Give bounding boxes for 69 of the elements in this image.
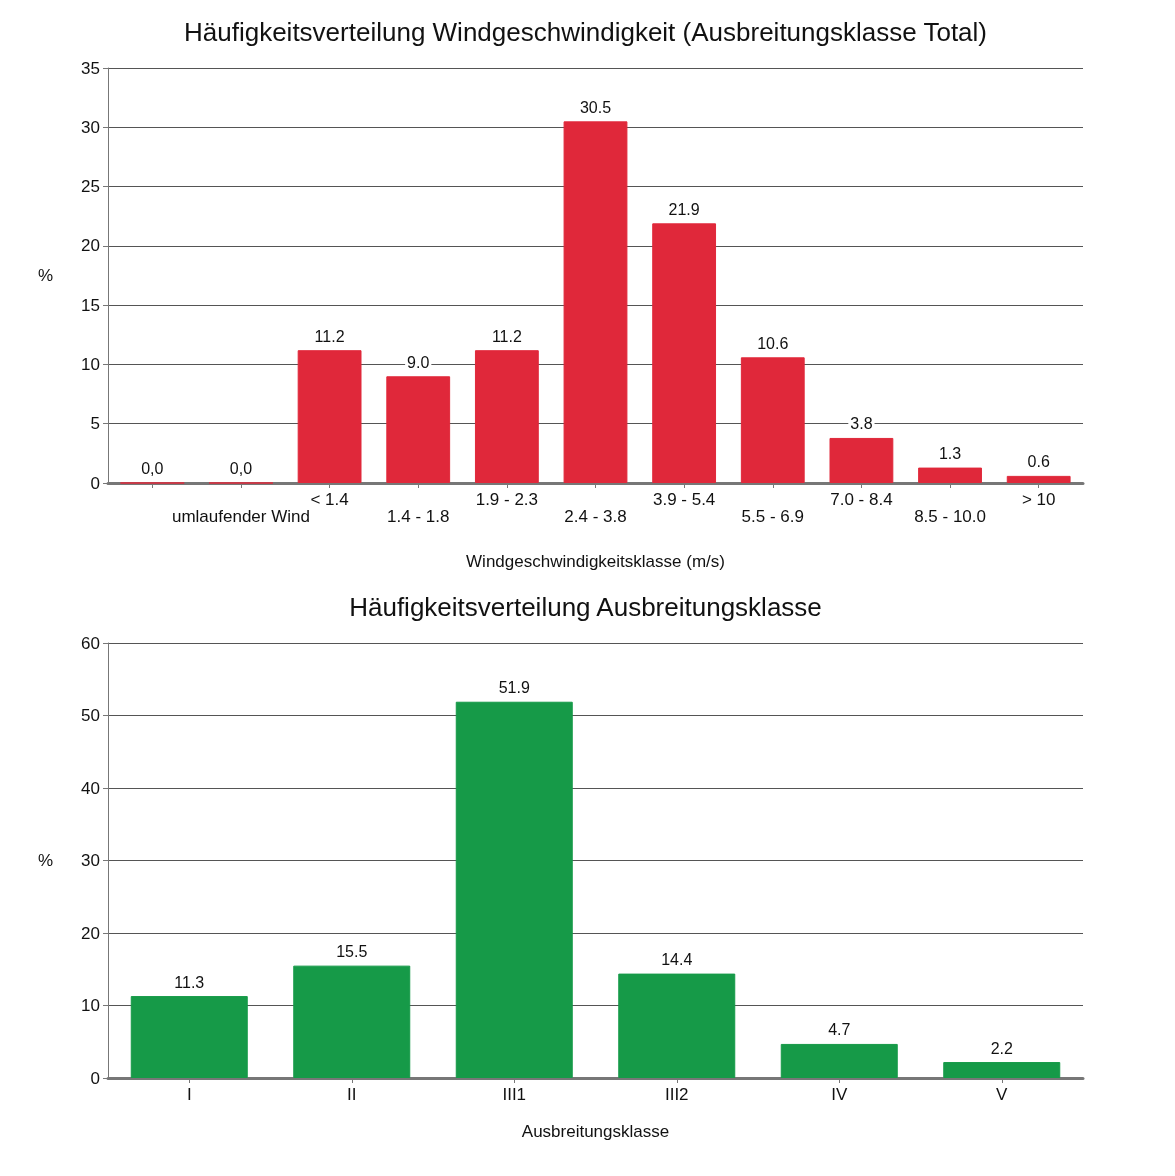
x-axis-title: Ausbreitungsklasse: [521, 1122, 670, 1141]
x-tick-label: 2.4 - 3.8: [564, 507, 627, 526]
bar: [1006, 475, 1071, 483]
x-tick-label: 1.9 - 2.3: [475, 490, 539, 509]
y-tick-label: 10: [81, 996, 100, 1015]
bar: [780, 1043, 898, 1078]
bar: [130, 996, 248, 1078]
data-label: 14.4: [661, 951, 693, 969]
x-tick-label: > 10: [1021, 490, 1056, 509]
data-label: 0.6: [1027, 453, 1050, 471]
data-label: 11.2: [314, 327, 345, 345]
y-tick-label: 60: [81, 633, 100, 653]
x-tick-label: 3.9 - 5.4: [652, 490, 716, 509]
x-tick-label: 8.5 - 10.0: [914, 507, 986, 526]
y-tick-label: 30: [81, 851, 100, 870]
bar: [455, 701, 573, 1078]
chart-title: Häufigkeitsverteilung Ausbreitungsklasse: [349, 592, 822, 622]
data-label: 1.3: [938, 445, 962, 463]
y-tick-label: 25: [81, 177, 100, 197]
y-tick-label: 5: [90, 414, 100, 434]
x-axis-title: Windgeschwindigkeitsklasse (m/s): [466, 552, 725, 571]
x-tick-label: 5.5 - 6.9: [741, 507, 804, 526]
bar: [943, 1062, 1061, 1078]
y-tick-label: 30: [81, 117, 100, 137]
y-axis-title: %: [37, 266, 53, 285]
data-label: 11.3: [174, 973, 205, 991]
data-label: 21.9: [668, 200, 700, 218]
bar: [652, 223, 717, 483]
data-label: 15.5: [336, 943, 368, 961]
bar: [563, 121, 628, 483]
bar: [618, 973, 736, 1078]
data-label: 10.6: [757, 334, 789, 352]
y-tick-label: 15: [81, 295, 100, 315]
y-tick-label: 0: [90, 473, 100, 493]
chart-title: Häufigkeitsverteilung Windgeschwindigkeit (Ausbreitungsklasse Total): [183, 17, 988, 47]
data-label: 3.8: [850, 415, 873, 433]
x-tick-label: III2: [664, 1085, 689, 1104]
x-tick-label: < 1.4: [310, 490, 349, 509]
data-label: 0,0: [141, 460, 164, 477]
data-label: 9.0: [407, 353, 430, 371]
bar: [474, 350, 539, 483]
data-label: 11.2: [491, 327, 522, 345]
x-tick-label: II: [347, 1085, 357, 1104]
y-tick-label: 35: [81, 58, 100, 78]
data-label: 2.2: [990, 1039, 1013, 1057]
x-tick-label: 7.0 - 8.4: [830, 490, 893, 509]
bar: [740, 357, 805, 483]
bar: [297, 350, 362, 483]
y-tick-label: 40: [81, 778, 100, 798]
x-tick-label: I: [186, 1085, 192, 1104]
y-tick-label: 50: [81, 706, 100, 725]
y-tick-label: 20: [81, 236, 100, 256]
data-label: 0,0: [229, 460, 253, 477]
x-tick-label: III1: [502, 1085, 527, 1104]
bar: [386, 376, 451, 483]
y-tick-label: 10: [81, 354, 100, 374]
bar: [829, 437, 894, 483]
bar: [293, 965, 411, 1078]
data-label: 51.9: [498, 679, 530, 697]
x-tick-label: V: [996, 1085, 1009, 1104]
bar: [918, 467, 982, 483]
y-tick-label: 20: [81, 923, 100, 943]
y-tick-label: 0: [90, 1068, 100, 1088]
y-axis-title: %: [37, 851, 53, 870]
x-tick-label: IV: [831, 1085, 848, 1104]
data-label: 30.5: [579, 98, 612, 116]
x-tick-label: umlaufender Wind: [171, 507, 310, 526]
x-tick-label: 1.4 - 1.8: [387, 507, 450, 526]
data-label: 4.7: [828, 1021, 851, 1039]
